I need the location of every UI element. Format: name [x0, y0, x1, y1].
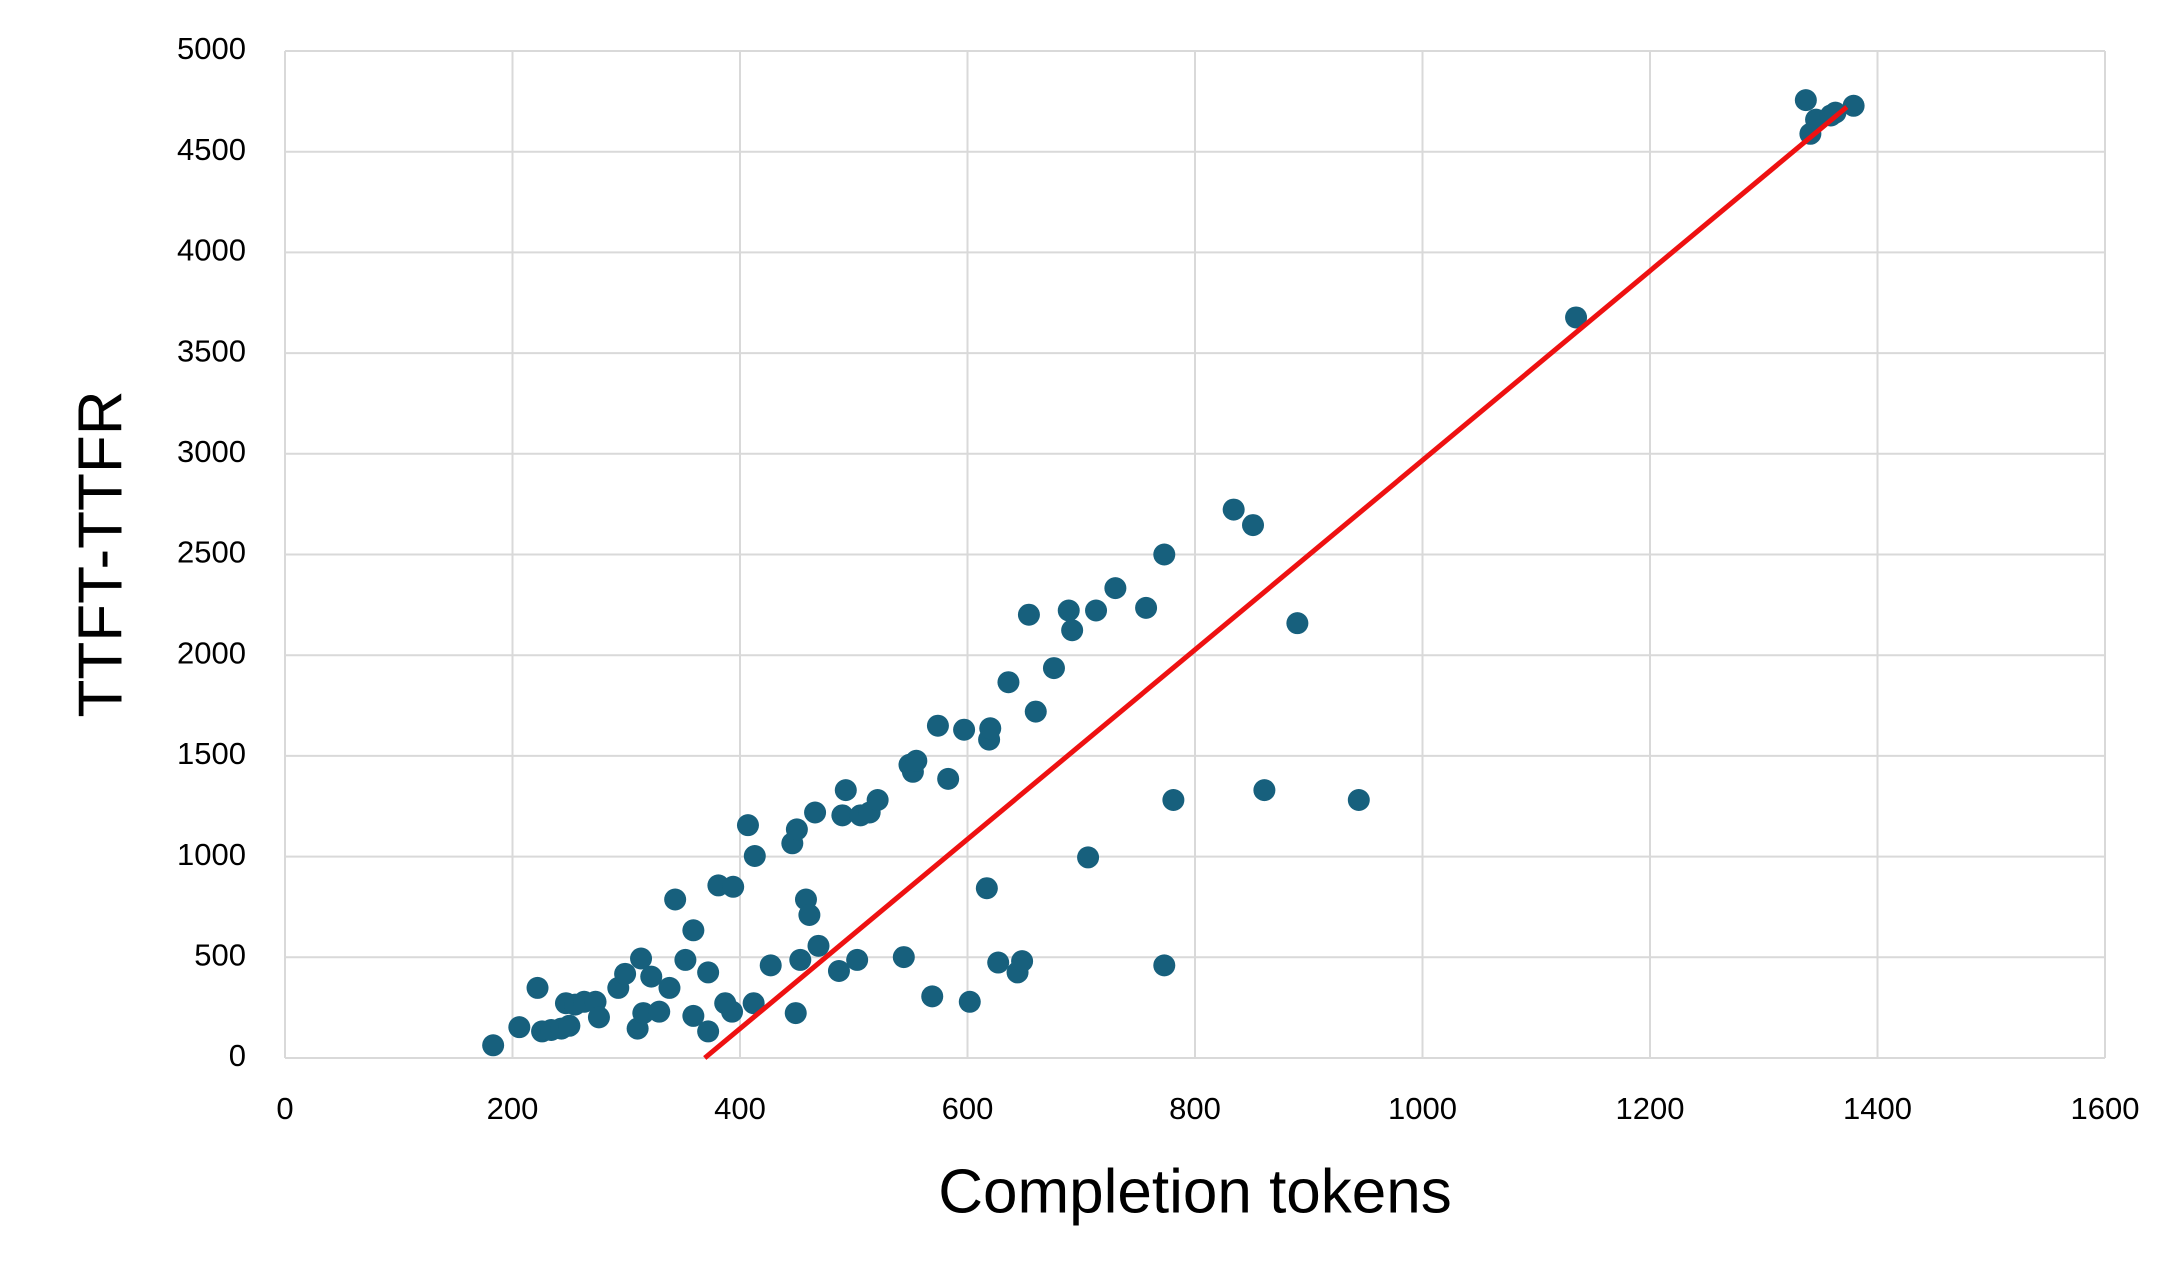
point — [742, 992, 765, 1015]
point — [831, 804, 854, 827]
x-tick-label: 600 — [942, 1091, 994, 1126]
y-tick-label: 2500 — [177, 535, 246, 570]
point — [587, 1006, 610, 1029]
trendline — [703, 105, 1849, 1060]
point — [1842, 94, 1865, 117]
point — [958, 990, 981, 1013]
point — [558, 1014, 581, 1037]
point — [1042, 657, 1065, 680]
point — [784, 1002, 807, 1025]
point — [1153, 954, 1176, 977]
point — [1242, 514, 1265, 537]
y-tick-label: 5000 — [177, 31, 246, 66]
point — [1017, 603, 1040, 626]
point — [827, 959, 850, 982]
point — [674, 948, 697, 971]
point — [664, 888, 687, 911]
point — [1347, 789, 1370, 812]
point — [926, 714, 949, 737]
point — [630, 947, 653, 970]
point — [892, 946, 915, 969]
point — [1253, 779, 1276, 802]
x-tick-label: 0 — [276, 1091, 293, 1126]
y-tick-label: 4500 — [177, 132, 246, 167]
point — [997, 671, 1020, 694]
point — [1222, 498, 1245, 521]
x-tick-label: 1600 — [2071, 1091, 2140, 1126]
y-tick-label: 3500 — [177, 333, 246, 368]
point — [975, 877, 998, 900]
point — [614, 962, 637, 985]
point — [953, 718, 976, 741]
point — [736, 814, 759, 837]
point — [1104, 577, 1127, 600]
y-tick-label: 4000 — [177, 233, 246, 268]
point — [1061, 619, 1084, 642]
point — [722, 875, 745, 898]
point — [987, 951, 1010, 974]
point — [921, 985, 944, 1008]
point — [937, 767, 960, 790]
point — [804, 801, 827, 824]
point — [697, 1020, 720, 1043]
point — [682, 1004, 705, 1027]
point — [658, 976, 681, 999]
point — [785, 818, 808, 841]
y-tick-label: 2000 — [177, 635, 246, 670]
point — [640, 965, 663, 988]
point — [979, 717, 1002, 740]
point — [1286, 612, 1309, 635]
y-tick-label: 500 — [194, 937, 246, 972]
point — [905, 749, 928, 772]
y-tick-label: 0 — [229, 1038, 246, 1073]
point — [697, 961, 720, 984]
point — [632, 1002, 655, 1025]
point — [1153, 543, 1176, 566]
point — [682, 919, 705, 942]
point — [1011, 950, 1034, 973]
point — [1135, 596, 1158, 619]
point — [866, 789, 889, 812]
x-tick-label: 1400 — [1843, 1091, 1912, 1126]
point — [648, 1000, 671, 1023]
point — [1057, 599, 1080, 622]
point — [834, 779, 857, 802]
x-tick-label: 200 — [487, 1091, 539, 1126]
point — [846, 948, 869, 971]
point — [1794, 89, 1817, 112]
y-axis-title: TTFT-TTFR — [66, 390, 135, 717]
y-tick-label: 3000 — [177, 434, 246, 469]
y-tick-label: 1500 — [177, 736, 246, 771]
x-tick-label: 1200 — [1616, 1091, 1685, 1126]
point — [798, 904, 821, 927]
point — [1024, 700, 1047, 723]
point — [807, 934, 830, 957]
point — [743, 844, 766, 867]
point — [1565, 306, 1588, 329]
point — [721, 1000, 744, 1023]
x-tick-label: 800 — [1169, 1091, 1221, 1126]
point — [1085, 599, 1108, 622]
x-tick-label: 400 — [714, 1091, 766, 1126]
x-tick-label: 1000 — [1388, 1091, 1457, 1126]
point — [789, 948, 812, 971]
point — [482, 1034, 505, 1057]
point — [1077, 846, 1100, 869]
point — [526, 976, 549, 999]
y-tick-label: 1000 — [177, 837, 246, 872]
x-axis-title: Completion tokens — [938, 1157, 1452, 1226]
point — [508, 1016, 531, 1039]
point — [759, 954, 782, 977]
point — [1162, 789, 1185, 812]
